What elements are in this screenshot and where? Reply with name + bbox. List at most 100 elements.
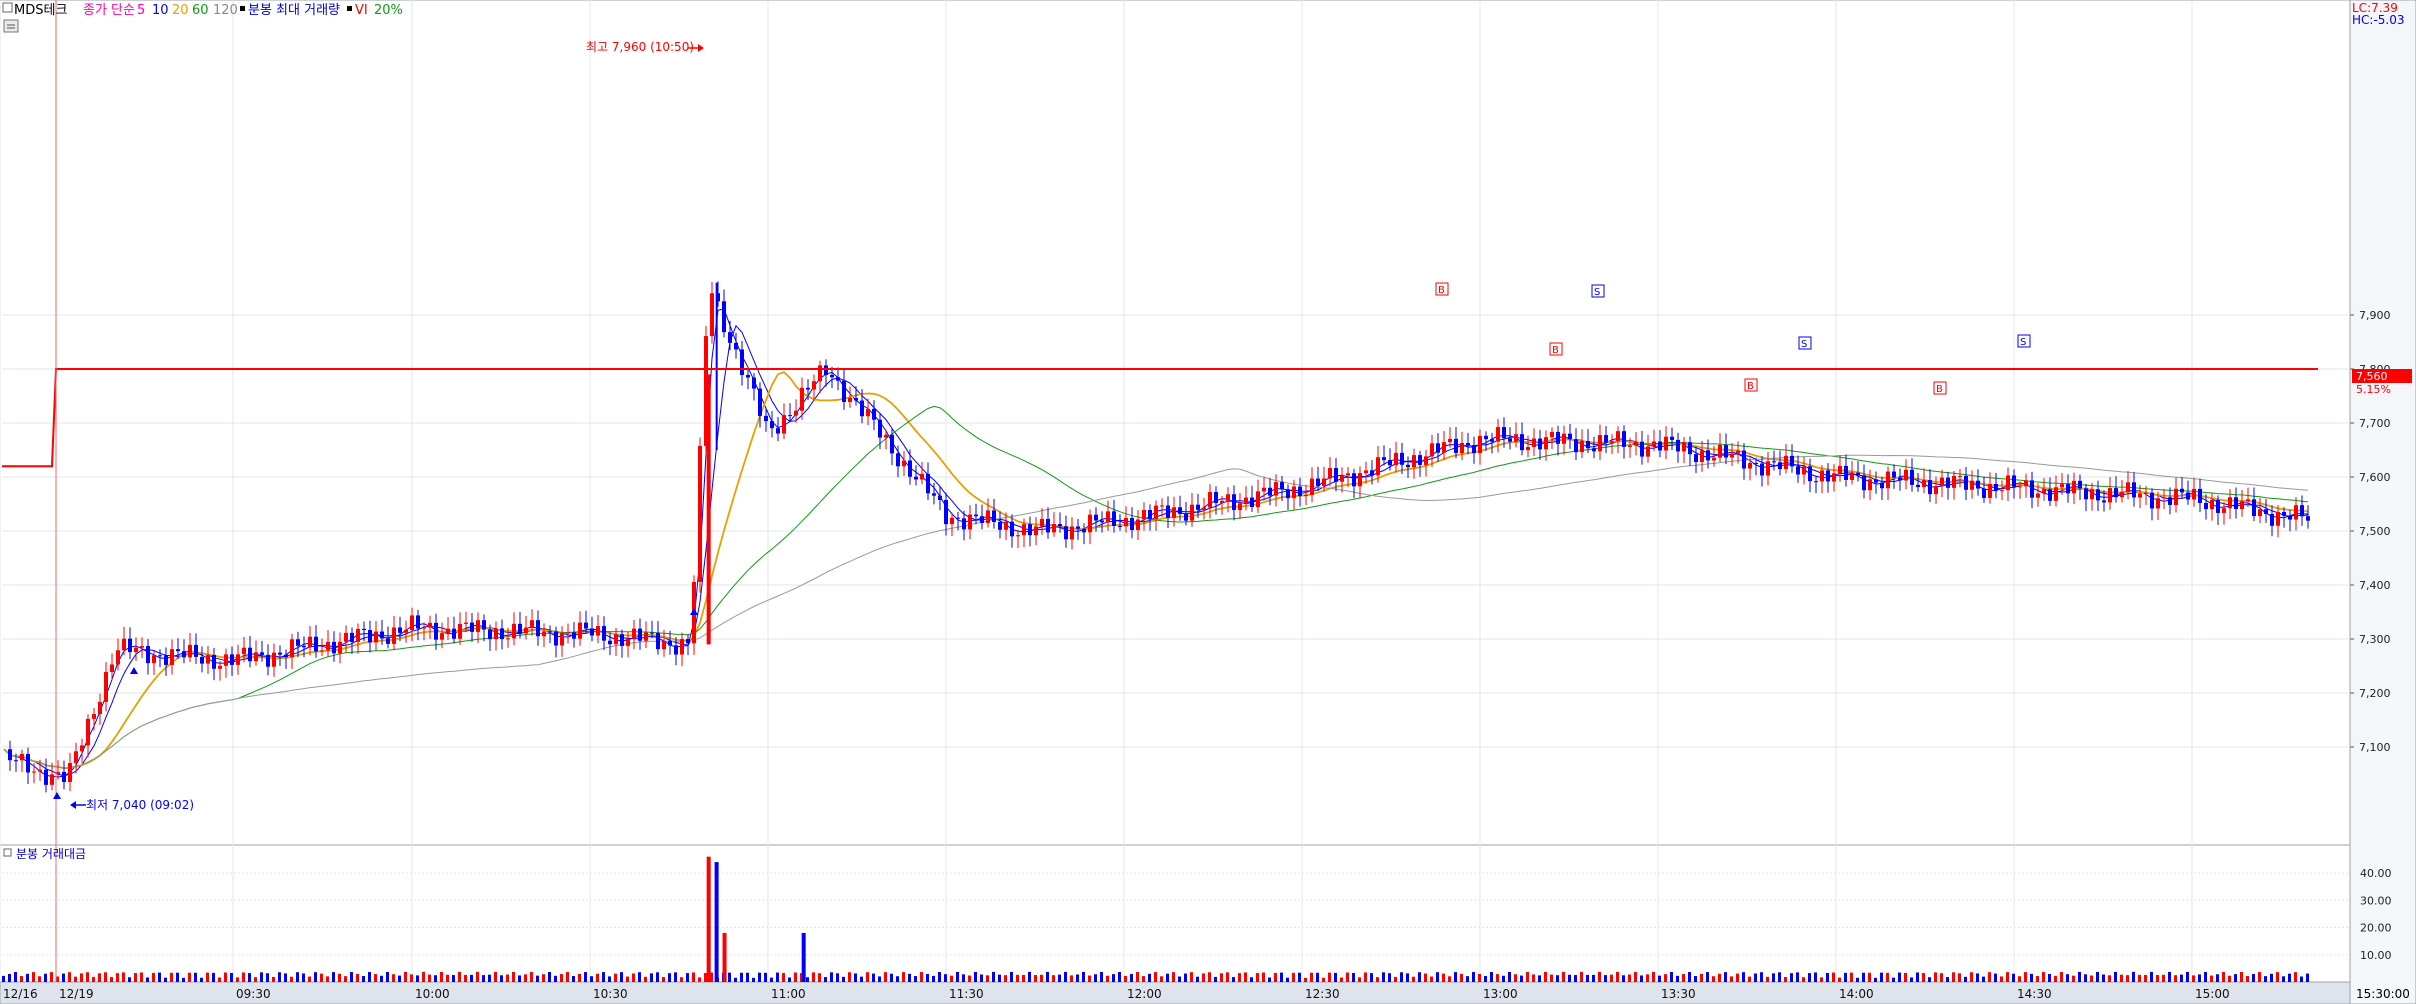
volume-bar: [200, 977, 203, 982]
candle-body: [1520, 434, 1524, 451]
candle-body: [1706, 450, 1710, 461]
candle-body: [1478, 435, 1482, 454]
candle-body: [1082, 528, 1086, 533]
volume-bar: [2126, 975, 2129, 982]
candle-body: [1052, 524, 1056, 533]
volume-bar: [908, 973, 911, 982]
candle-body: [188, 644, 192, 658]
candle-body: [32, 771, 36, 773]
volume-bar: [2228, 975, 2231, 982]
candle-body: [194, 644, 198, 657]
volume-bar: [2264, 976, 2267, 982]
candle-body: [2228, 497, 2232, 509]
candle-body: [470, 622, 474, 632]
volume-bar: [1406, 973, 1409, 982]
volume-bar: [50, 972, 53, 982]
candle-body: [578, 622, 582, 639]
volume-bar: [1694, 976, 1697, 982]
candle-body: [674, 645, 678, 655]
candle-body: [1892, 471, 1896, 478]
candle-body: [338, 641, 342, 654]
volume-panel[interactable]: [0, 844, 2351, 983]
high-arrowhead: [698, 44, 704, 52]
candle-body: [1214, 492, 1218, 503]
volume-bar: [706, 856, 711, 982]
volume-bar: [1466, 976, 1469, 982]
candle-body: [1604, 435, 1608, 443]
candle-body: [2258, 509, 2262, 517]
candle-body: [506, 638, 510, 640]
volume-bar: [536, 975, 539, 982]
volume-bar: [398, 975, 401, 982]
volume-bar: [2114, 971, 2117, 982]
volume-bar: [1274, 972, 1277, 982]
candle-body: [1952, 475, 1956, 488]
candle-body: [902, 460, 906, 467]
candle-body: [1742, 450, 1746, 469]
volume-bar: [926, 974, 929, 982]
candle-body: [1994, 483, 1998, 491]
volume-bar: [1892, 977, 1895, 982]
candle-body: [1760, 463, 1764, 476]
candle-body: [1778, 462, 1782, 470]
volume-y-tick-label: 10.00: [2360, 949, 2392, 962]
candle-body: [1700, 450, 1704, 462]
volume-bar: [26, 973, 29, 982]
buy-marker: B: [1549, 342, 1563, 356]
volume-bar: [1118, 972, 1121, 982]
volume-bar: [1916, 972, 1919, 982]
candle-body: [278, 652, 282, 655]
candle-body: [1514, 434, 1518, 442]
candle-body: [1544, 437, 1548, 450]
volume-bar: [1238, 973, 1241, 982]
volume-bar: [932, 975, 935, 982]
candle-body: [2024, 480, 2028, 487]
candle-body: [380, 631, 384, 639]
volume-bar: [182, 977, 185, 982]
volume-bar: [620, 972, 623, 982]
volume-panel-icon[interactable]: [3, 848, 12, 857]
settings-button[interactable]: [3, 19, 19, 33]
volume-bar: [254, 977, 257, 982]
candle-body: [50, 774, 54, 785]
volume-bar: [1454, 972, 1457, 982]
volume-bar: [44, 973, 47, 982]
volume-bar: [2078, 971, 2081, 982]
legend-ma-5: 5: [137, 3, 145, 18]
volume-bar: [1376, 977, 1379, 982]
current-price-tag: [2352, 369, 2412, 383]
volume-bar: [2162, 974, 2165, 982]
volume-bar: [692, 972, 695, 982]
volume-bar: [812, 972, 815, 982]
svg-text:S: S: [1594, 287, 1600, 298]
candle-body: [950, 517, 954, 525]
candle-body: [1178, 507, 1182, 514]
volume-bar: [2246, 975, 2249, 982]
candle-body: [812, 381, 816, 390]
volume-bar: [992, 971, 995, 982]
volume-bar: [1388, 973, 1391, 982]
candle-body: [356, 628, 360, 642]
volume-bar: [500, 975, 503, 982]
candle-body: [2168, 497, 2172, 505]
legend-icon[interactable]: [2, 2, 13, 13]
candle-body: [446, 628, 450, 634]
candle-body: [1346, 473, 1350, 476]
candle-body: [2114, 488, 2118, 498]
candle-body: [1562, 433, 1566, 444]
volume-bar: [998, 974, 1001, 982]
candle-body: [1310, 478, 1314, 495]
candle-body: [2240, 501, 2244, 509]
volume-bar: [2252, 973, 2255, 982]
candle-body: [236, 654, 240, 665]
volume-bar: [1574, 975, 1577, 982]
candle-body: [68, 762, 72, 782]
volume-bar: [2216, 974, 2219, 982]
candle-body: [182, 651, 186, 658]
candle-body: [980, 516, 984, 523]
volume-bar: [344, 976, 347, 982]
candle-body: [914, 476, 918, 480]
sell-marker: S: [1798, 336, 1812, 350]
volume-bar: [350, 972, 353, 982]
